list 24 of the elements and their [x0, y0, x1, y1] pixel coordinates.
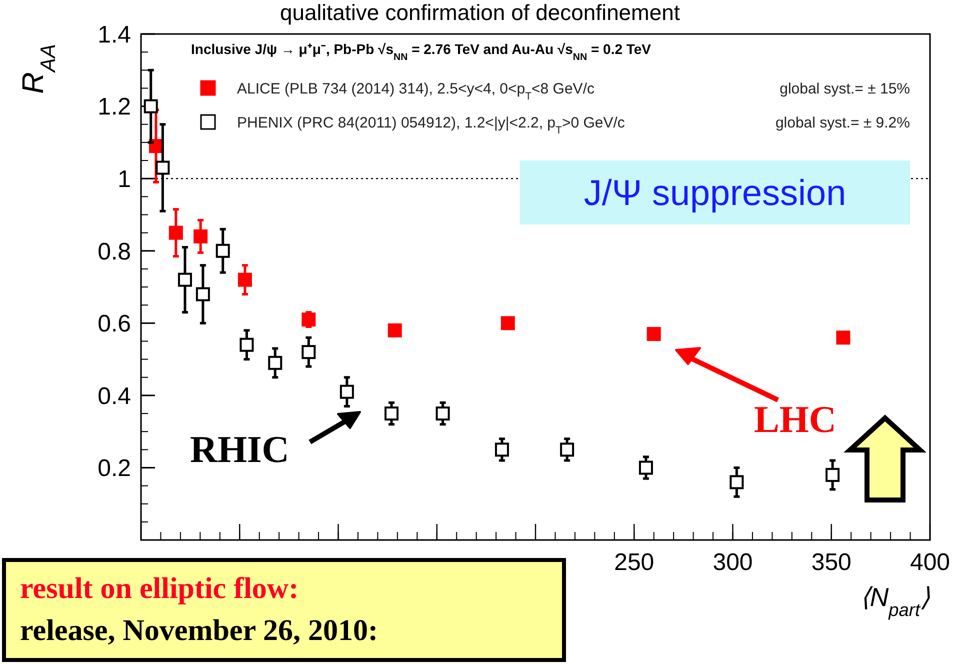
- y-tick-label: 0.4: [98, 382, 131, 410]
- y-tick-label: 1: [118, 166, 131, 193]
- x-tick-label: 300: [712, 549, 753, 576]
- x-tick-label: 350: [811, 549, 852, 576]
- x-tick-label: 400: [910, 549, 950, 576]
- annotation: LHC: [754, 399, 836, 441]
- annotation: global syst.= ± 9.2%: [775, 114, 910, 132]
- text-box: J/Ψ suppression: [520, 160, 910, 224]
- legend-title: Inclusive J/ψ → μ⁺μ⁻, Pb-Pb √s$_{NN}$ = 2.76 TeV and Au-Au √s$_{NN}$ = 0.2 TeV: [191, 41, 652, 62]
- y-tick-label: 0.2: [98, 455, 131, 482]
- text: result on elliptic flow:: [20, 572, 299, 605]
- text: qualitative confirmation of deconfinement: [280, 0, 680, 25]
- x-tick-label: 250: [614, 549, 654, 576]
- y-tick-label: 0.8: [98, 238, 131, 266]
- y-tick-label: 1.4: [98, 21, 131, 48]
- annotation: global syst.= ± 15%: [780, 80, 910, 98]
- legend-label: PHENIX (PRC 84(2011) 054912), 1.2<|y|<2.2, p$_{T}$>0 GeV/c: [237, 114, 626, 136]
- legend-label: ALICE (PLB 734 (2014) 314), 2.5<y<4, 0<p$_{T}$<8 GeV/c: [237, 80, 595, 102]
- y-tick-label: 1.2: [98, 94, 131, 121]
- x-axis-title: ⟨N$_{part}$⟩: [860, 582, 930, 620]
- text: release, November 26, 2010:: [20, 614, 378, 647]
- y-tick-label: 0.6: [98, 310, 131, 338]
- annotation: J/Ψ suppression: [584, 172, 846, 214]
- annotation: RHIC: [190, 429, 290, 471]
